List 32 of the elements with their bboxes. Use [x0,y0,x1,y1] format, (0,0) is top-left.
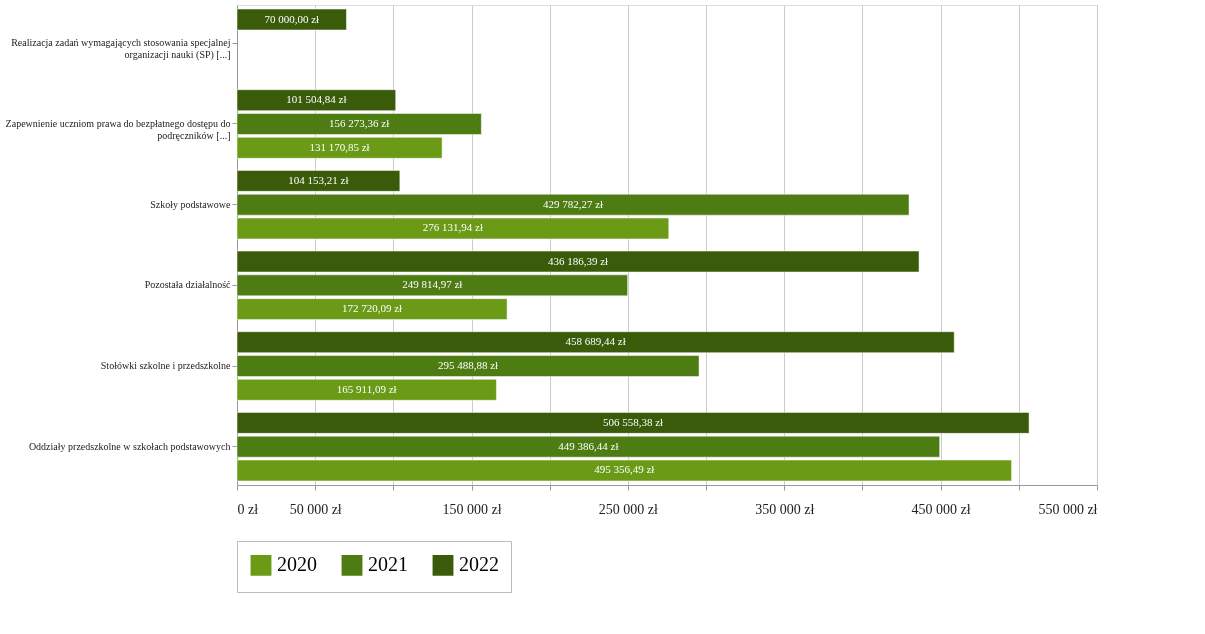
legend-label: 2020 [277,553,317,576]
legend-label: 2022 [459,553,499,576]
data-label: 506 558,38 zł [602,415,664,428]
x-tick-label: 250 000 zł [598,501,659,517]
data-label: 172 720,09 zł [341,302,403,315]
y-tick-label: Szkoły podstawowe [150,198,232,210]
data-label: 101 504,84 zł [286,93,347,106]
y-tick-label: Zapewnienie uczniom prawa do bezpłatnego dostępu do podręczników [...] [5,117,231,141]
x-tick-label: 350 000 zł [755,501,815,517]
data-label: 104 153,21 zł [288,173,349,186]
legend-label: 2021 [368,553,408,576]
y-tick-label: Realizacja zadań wymagających stosowania specjalnej organizacji nauki (SP) [...] [11,37,231,62]
data-label: 131 170,85 zł [309,140,370,153]
data-label: 249 814,97 zł [402,278,463,291]
x-tick-label: 450 000 zł [911,501,971,517]
data-label: 165 911,09 zł [336,382,397,395]
x-tick-label: 150 000 zł [442,501,502,517]
data-label: 70 000,00 zł [264,12,320,25]
data-label: 295 488,88 zł [437,359,499,372]
data-label: 156 273,36 zł [329,116,390,129]
x-tick-label: 50 000 zł [289,501,342,517]
y-tick-label: Oddziały przedszkolne w szkołach podstawowych [28,440,231,452]
x-tick-label: 550 000 zł [1038,501,1098,517]
data-label: 429 782,27 zł [542,197,604,210]
y-tick-label: Pozostała działalność [144,279,232,291]
data-label: 276 131,94 zł [422,221,483,234]
data-label: 449 386,44 zł [558,439,619,452]
data-label: 436 186,39 zł [547,254,609,267]
data-label: 495 356,49 zł [594,463,655,476]
x-tick-label: 0 zł [237,501,259,517]
data-label: 458 689,44 zł [565,335,626,348]
y-tick-label: Stołówki szkolne i przedszkolne [100,360,232,372]
